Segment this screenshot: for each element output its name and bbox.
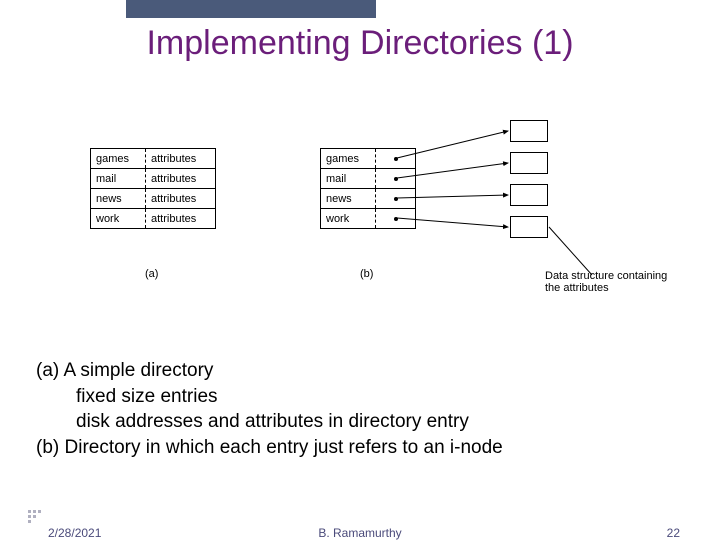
table-row: workattributes — [91, 209, 216, 229]
table-row: mail — [321, 169, 416, 189]
figure-label-b: (b) — [360, 268, 373, 280]
directory-table-a: gamesattributes mailattributes newsattri… — [90, 148, 216, 229]
top-accent-bar — [126, 0, 376, 18]
figure-label-a: (a) — [145, 268, 158, 280]
body-line: (b) Directory in which each entry just r… — [36, 435, 503, 461]
entry-attr: attributes — [146, 189, 216, 209]
table-row: news — [321, 189, 416, 209]
table-row: gamesattributes — [91, 149, 216, 169]
entry-pointer — [376, 169, 416, 189]
entry-pointer — [376, 149, 416, 169]
pointer-dot-icon — [394, 177, 398, 181]
footer-author: B. Ramamurthy — [0, 526, 720, 540]
entry-name: news — [321, 189, 376, 209]
footer-page-number: 22 — [667, 526, 680, 540]
inode-box — [510, 152, 548, 174]
entry-pointer — [376, 189, 416, 209]
slide-body: (a) A simple directory fixed size entrie… — [36, 358, 503, 461]
inode-box — [510, 184, 548, 206]
entry-name: news — [91, 189, 146, 209]
entry-name: work — [91, 209, 146, 229]
entry-attr: attributes — [146, 169, 216, 189]
pointer-dot-icon — [394, 197, 398, 201]
entry-attr: attributes — [146, 209, 216, 229]
directory-table-b: games mail news work — [320, 148, 416, 229]
inode-box — [510, 120, 548, 142]
entry-attr: attributes — [146, 149, 216, 169]
diagram-caption: Data structure containing the attributes — [545, 270, 675, 294]
pointer-dot-icon — [394, 157, 398, 161]
entry-name: games — [321, 149, 376, 169]
table-row: newsattributes — [91, 189, 216, 209]
entry-pointer — [376, 209, 416, 229]
body-line: fixed size entries — [76, 384, 503, 410]
slide-title: Implementing Directories (1) — [0, 24, 720, 63]
entry-name: work — [321, 209, 376, 229]
body-line: (a) A simple directory — [36, 358, 503, 384]
entry-name: mail — [321, 169, 376, 189]
table-row: work — [321, 209, 416, 229]
diagram: gamesattributes mailattributes newsattri… — [90, 120, 650, 320]
pointer-dot-icon — [394, 217, 398, 221]
entry-name: mail — [91, 169, 146, 189]
table-row: games — [321, 149, 416, 169]
inode-box — [510, 216, 548, 238]
entry-name: games — [91, 149, 146, 169]
table-row: mailattributes — [91, 169, 216, 189]
body-line: disk addresses and attributes in directo… — [76, 409, 503, 435]
